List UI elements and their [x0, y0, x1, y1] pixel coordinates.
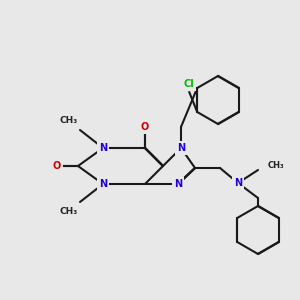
- Text: CH₃: CH₃: [268, 161, 285, 170]
- Text: N: N: [177, 143, 185, 153]
- Text: O: O: [141, 122, 149, 132]
- Text: N: N: [99, 143, 107, 153]
- Text: Cl: Cl: [184, 79, 195, 89]
- Text: N: N: [174, 179, 182, 189]
- Text: CH₃: CH₃: [60, 207, 78, 216]
- Text: N: N: [234, 178, 242, 188]
- Text: N: N: [99, 179, 107, 189]
- Text: O: O: [53, 161, 61, 171]
- Text: CH₃: CH₃: [60, 116, 78, 125]
